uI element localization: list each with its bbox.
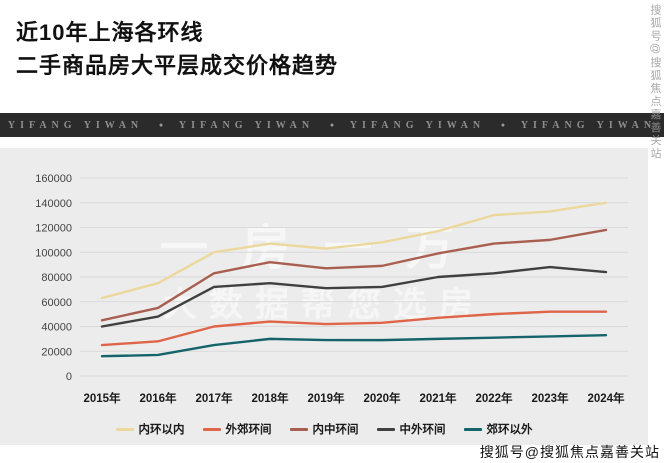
right-edge-watermark: 搜狐号@搜狐焦点嘉善关站 <box>649 4 661 161</box>
legend-label: 内中环间 <box>312 424 359 436</box>
y-tick-label: 140000 <box>35 198 72 210</box>
banner-brand-text: YIFANG YIWAN <box>520 119 657 131</box>
page-title-line1: 近10年上海各环线 <box>16 20 204 45</box>
brand-banner: YIFANG YIWAN ● YIFANG YIWAN ● YIFANG YIWAN ● Y… <box>0 113 664 137</box>
y-tick-label: 160000 <box>35 173 72 185</box>
legend-swatch <box>115 427 134 431</box>
banner-brand-text: YIFANG YIWAN <box>7 119 144 131</box>
x-tick-label: 2018年 <box>251 391 289 405</box>
y-tick-label: 60000 <box>41 297 72 309</box>
y-tick-label: 80000 <box>41 272 72 284</box>
y-tick-label: 40000 <box>41 322 72 334</box>
series-line-郊环以外 <box>100 333 608 358</box>
page-title-line2: 二手商品房大平层成交价格趋势 <box>16 53 339 78</box>
banner-separator-dot: ● <box>158 121 164 129</box>
chart-legend: 内环以内 外郊环间 内中环间 中外环间 郊环以外 <box>0 421 648 437</box>
y-tick-label: 120000 <box>35 223 72 235</box>
y-tick-label: 20000 <box>41 346 72 358</box>
x-tick-label: 2021年 <box>419 391 457 405</box>
x-tick-label: 2024年 <box>587 391 625 405</box>
banner-brand-text: YIFANG YIWAN <box>178 119 315 131</box>
legend-swatch <box>376 427 395 431</box>
y-tick-label: 0 <box>66 371 72 383</box>
legend-label: 中外环间 <box>399 424 446 436</box>
legend-label: 外郊环间 <box>225 424 272 436</box>
x-tick-label: 2019年 <box>307 391 345 405</box>
x-tick-label: 2015年 <box>83 391 121 405</box>
series-line-中外环间 <box>100 265 608 328</box>
legend-label: 郊环以外 <box>486 424 533 436</box>
series-line-内中环间 <box>100 228 608 322</box>
bottom-right-watermark: 搜狐号@搜狐焦点嘉善关站 <box>479 444 660 460</box>
x-tick-label: 2020年 <box>363 391 401 405</box>
banner-separator-dot: ● <box>329 121 335 129</box>
price-trend-line-chart: 0 20000 40000 60000 80000 100000 120000 140000 1… <box>35 173 628 405</box>
legend-swatch <box>289 427 308 431</box>
legend-item: 内环以内 <box>115 421 185 437</box>
legend-swatch <box>463 427 482 431</box>
legend-item: 外郊环间 <box>202 421 272 437</box>
x-tick-label: 2023年 <box>531 391 569 405</box>
legend-swatch <box>202 427 221 431</box>
series-line-内环以内 <box>100 201 608 300</box>
banner-separator-dot: ● <box>500 121 506 129</box>
x-tick-label: 2016年 <box>139 391 177 405</box>
banner-brand-text: YIFANG YIWAN <box>349 119 486 131</box>
header: 近10年上海各环线 二手商品房大平层成交价格趋势 <box>0 0 664 82</box>
legend-item: 中外环间 <box>376 421 446 437</box>
series-line-外郊环间 <box>100 310 608 347</box>
chart-panel: 一房一万 大数据帮您选房 0 20000 40000 60000 80000 100000… <box>0 148 648 445</box>
legend-item: 郊环以外 <box>463 421 533 437</box>
legend-item: 内中环间 <box>289 421 359 437</box>
legend-label: 内环以内 <box>138 424 185 436</box>
x-tick-label: 2022年 <box>475 391 513 405</box>
x-tick-label: 2017年 <box>195 391 233 405</box>
y-tick-label: 100000 <box>35 247 72 259</box>
